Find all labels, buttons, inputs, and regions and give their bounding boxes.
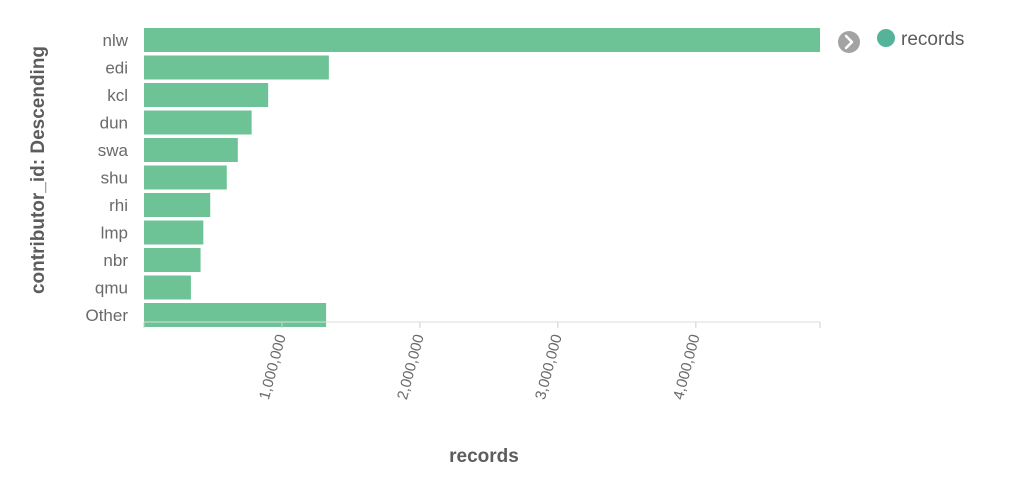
category-label-other: Other xyxy=(85,306,128,325)
bar-dun[interactable] xyxy=(144,110,252,135)
category-label-swa: swa xyxy=(98,141,129,160)
bar-rhi[interactable] xyxy=(144,193,211,217)
y-axis-title: contributor_id: Descending xyxy=(28,46,49,294)
bar-nbr[interactable] xyxy=(144,248,201,272)
bar-shu[interactable] xyxy=(144,165,227,190)
legend: records xyxy=(838,29,964,53)
bars-group xyxy=(144,28,820,327)
bar-other[interactable] xyxy=(144,303,327,327)
category-label-lmp: lmp xyxy=(101,224,128,243)
legend-color-dot xyxy=(877,29,895,47)
bar-kcl[interactable] xyxy=(144,83,269,107)
legend-item-records[interactable]: records xyxy=(877,29,964,50)
x-axis-ticks: 1,000,000 2,000,000 3,000,000 4,000,000 xyxy=(143,322,821,402)
bar-edi[interactable] xyxy=(144,55,329,80)
category-label-shu: shu xyxy=(101,169,128,188)
bar-swa[interactable] xyxy=(144,138,238,162)
x-axis-title: records xyxy=(449,446,519,467)
category-label-dun: dun xyxy=(100,114,128,133)
legend-label: records xyxy=(901,29,964,50)
category-label-edi: edi xyxy=(105,59,128,78)
category-label-qmu: qmu xyxy=(95,279,128,298)
bar-nlw[interactable] xyxy=(144,28,820,52)
category-label-rhi: rhi xyxy=(109,196,128,215)
bar-lmp[interactable] xyxy=(144,220,204,245)
bar-qmu[interactable] xyxy=(144,275,191,300)
category-labels: nlw edi kcl dun swa shu rhi lmp nbr qmu Other xyxy=(85,31,128,325)
category-label-nlw: nlw xyxy=(102,31,128,50)
category-label-kcl: kcl xyxy=(107,86,128,105)
x-tick-label: 1,000,000 xyxy=(256,333,290,402)
x-tick-label: 4,000,000 xyxy=(670,333,704,402)
x-tick-label: 3,000,000 xyxy=(532,333,566,402)
category-label-nbr: nbr xyxy=(103,251,128,270)
x-tick-label: 2,000,000 xyxy=(394,333,428,402)
chevron-right-circle-icon[interactable] xyxy=(838,31,860,53)
